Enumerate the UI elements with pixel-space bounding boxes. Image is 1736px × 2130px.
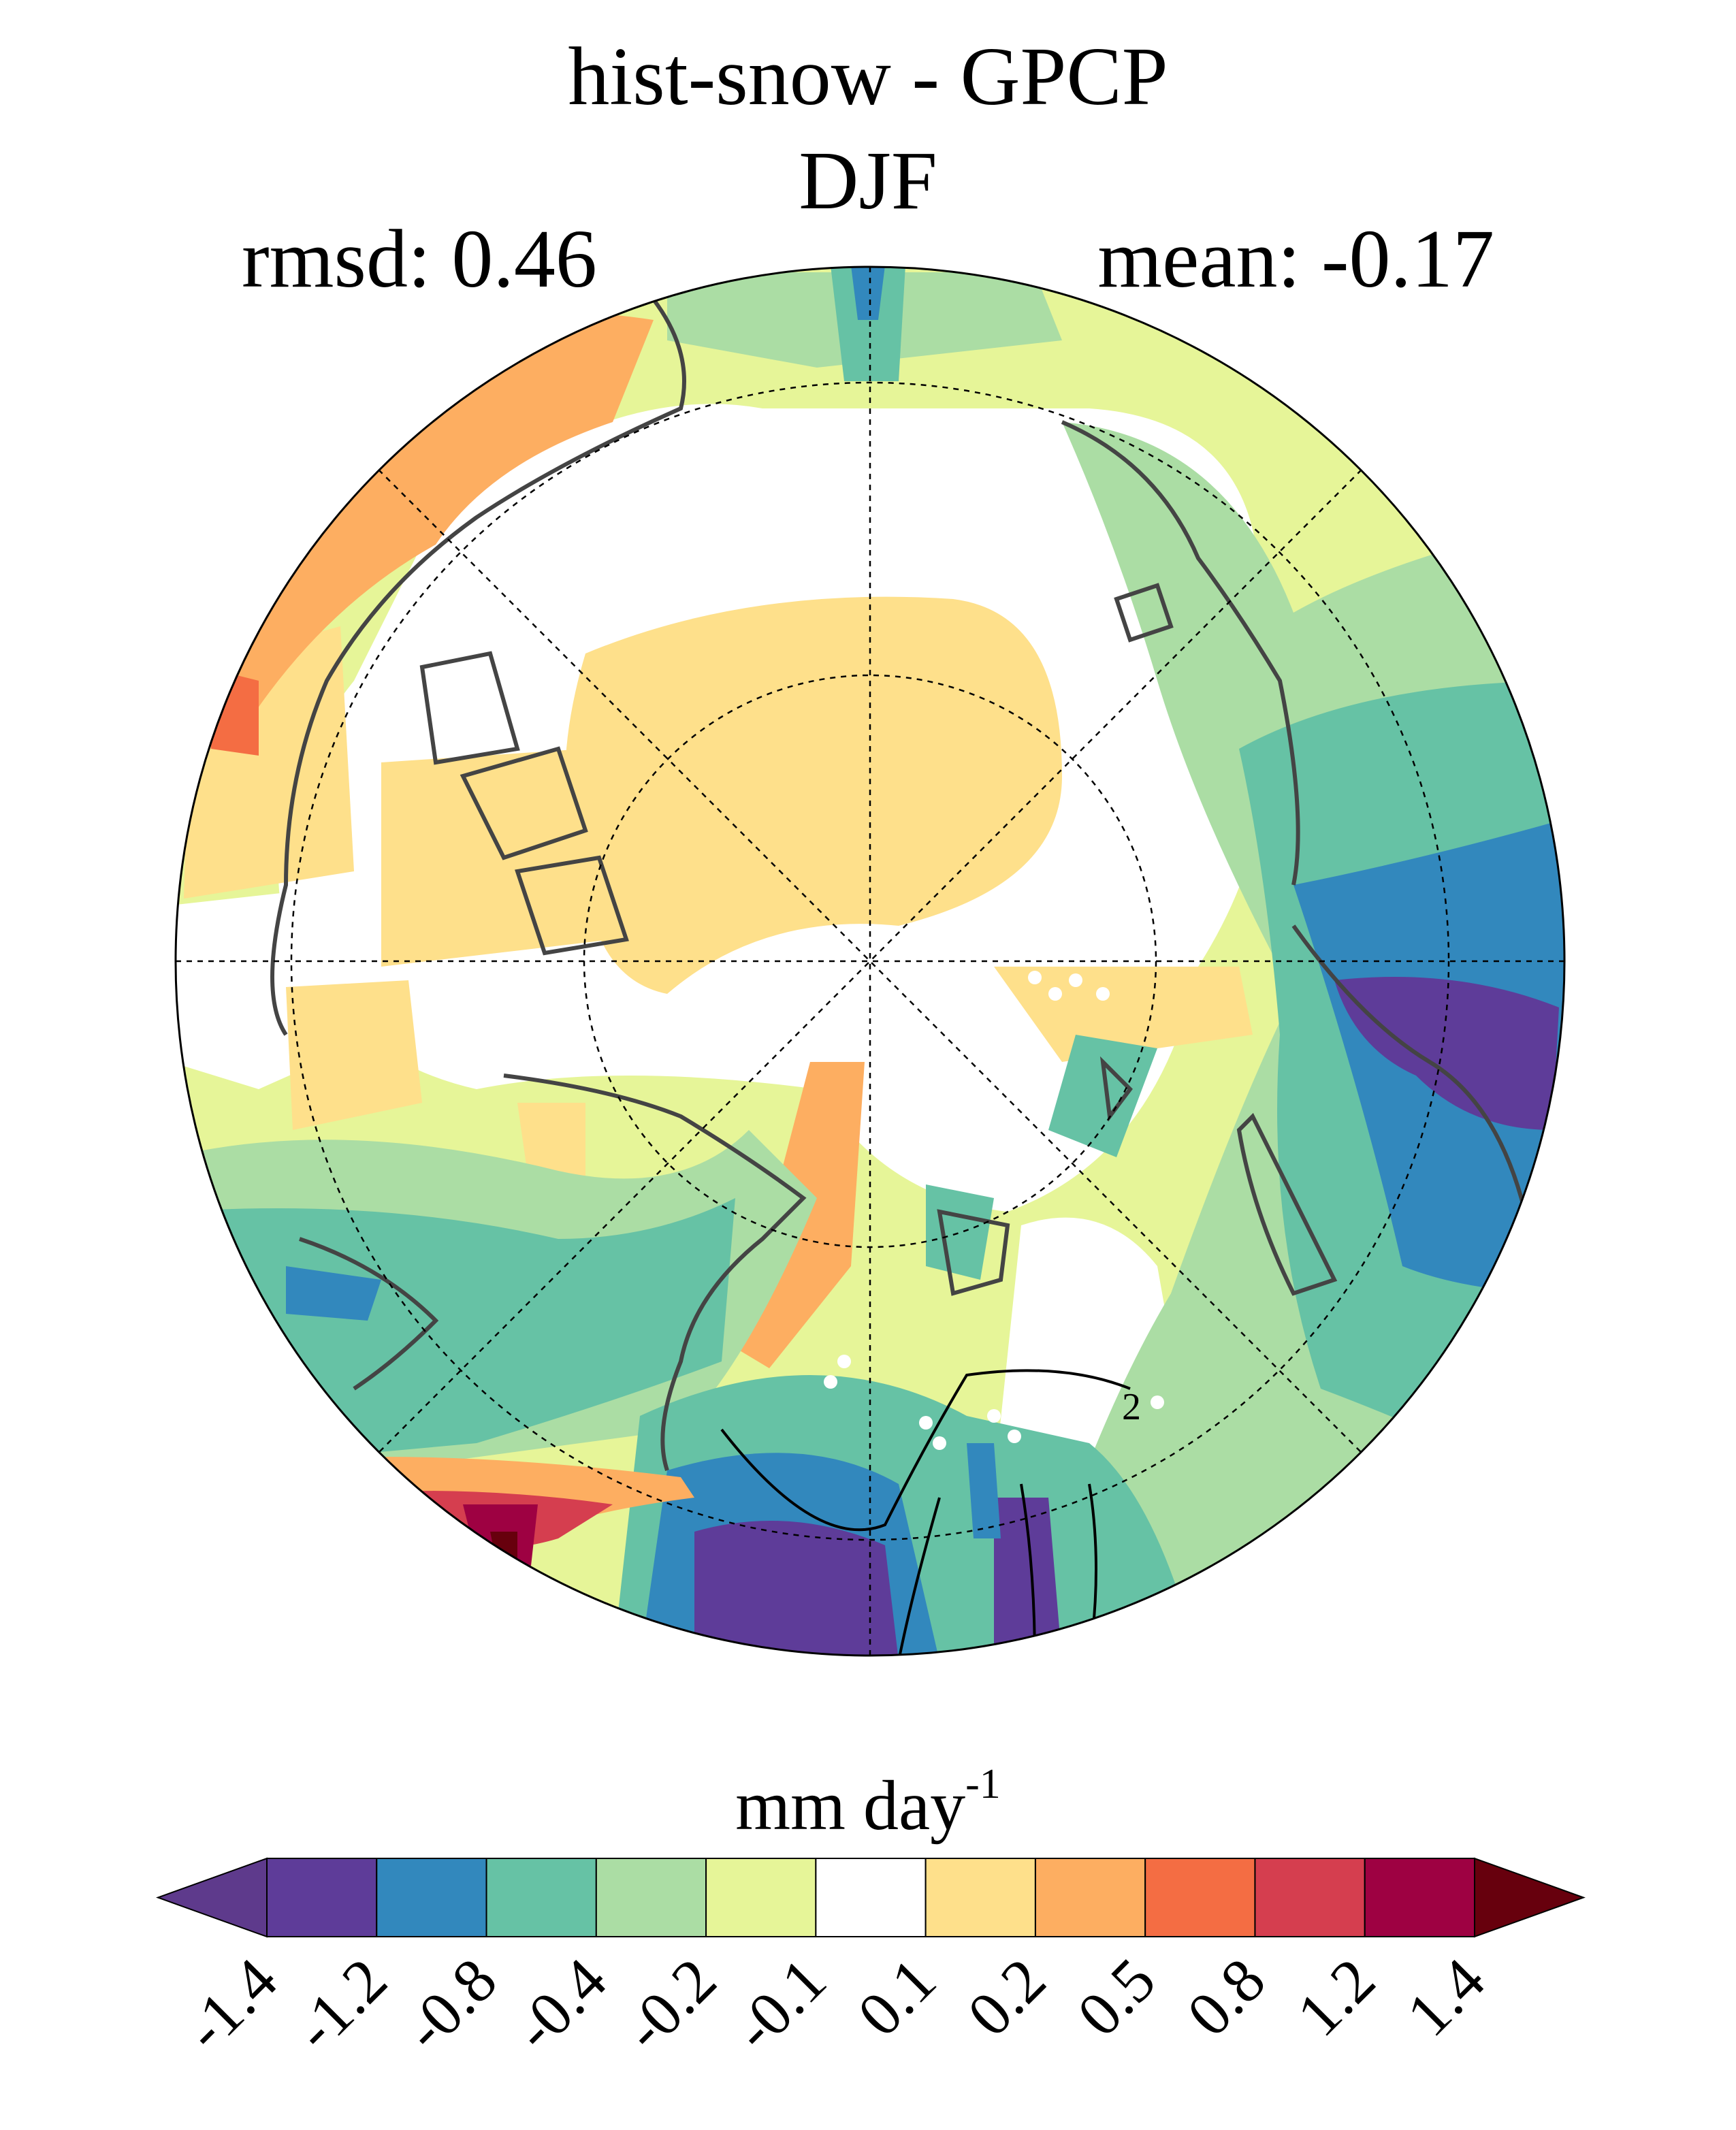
- graticule: [176, 267, 1564, 1656]
- colorbar-over-arrow: [1474, 1857, 1586, 1938]
- mean-label: mean: -0.17: [1097, 213, 1494, 305]
- colorbar-tick-label: -0.8: [391, 1945, 510, 2064]
- contour-label: 2: [1122, 1386, 1141, 1428]
- colorbar: -1.4-1.2-0.8-0.4-0.2-0.1 0.1 0.2 0.5 0.8 1.2 1…: [156, 1857, 1586, 2064]
- map-border: [174, 265, 1566, 1657]
- map-title: hist-snow - GPCP: [568, 31, 1168, 123]
- significance-dots: [824, 971, 1164, 1450]
- colorbar-swatch: [1364, 1858, 1476, 1937]
- coastlines: [270, 298, 1527, 1471]
- rmsd-label: rmsd: 0.46: [242, 213, 597, 305]
- colorbar-tick-label: 1.2: [1283, 1945, 1387, 2049]
- colorbar-tick-label: -0.2: [610, 1945, 729, 2064]
- colorbar-swatch: [925, 1858, 1036, 1937]
- colorbar-tick-label: 1.4: [1394, 1945, 1498, 2049]
- polar-map: 2: [174, 265, 1566, 1657]
- season-label: DJF: [799, 135, 937, 227]
- colorbar-swatch: [266, 1858, 378, 1937]
- colorbar-swatch: [595, 1858, 707, 1937]
- colorbar-swatch: [815, 1858, 927, 1937]
- colorbar-tick-label: -1.2: [280, 1945, 400, 2064]
- colorbar-tick-label: 0.2: [954, 1945, 1059, 2049]
- colorbar-swatch: [1034, 1858, 1146, 1937]
- colorbar-tick-label: -0.1: [720, 1945, 839, 2064]
- colorbar-swatch: [485, 1858, 597, 1937]
- colorbar-swatch: [705, 1858, 817, 1937]
- colorbar-swatch: [1144, 1858, 1256, 1937]
- colorbar-tick-label: 0.5: [1064, 1945, 1168, 2049]
- colorbar-units: mm day-1: [735, 1761, 1001, 1845]
- north-pacific-deficit: [694, 1521, 899, 1656]
- colorbar-under-arrow: [156, 1857, 268, 1938]
- colorbar-tick-label: -0.4: [500, 1945, 620, 2064]
- colorbar-swatch: [1254, 1858, 1366, 1937]
- colorbar-swatch: [376, 1858, 487, 1937]
- colorbar-tick-label: -1.4: [171, 1945, 290, 2064]
- colorbar-tick-label: 0.1: [844, 1945, 948, 2049]
- colorbar-tick-label: 0.8: [1174, 1945, 1278, 2049]
